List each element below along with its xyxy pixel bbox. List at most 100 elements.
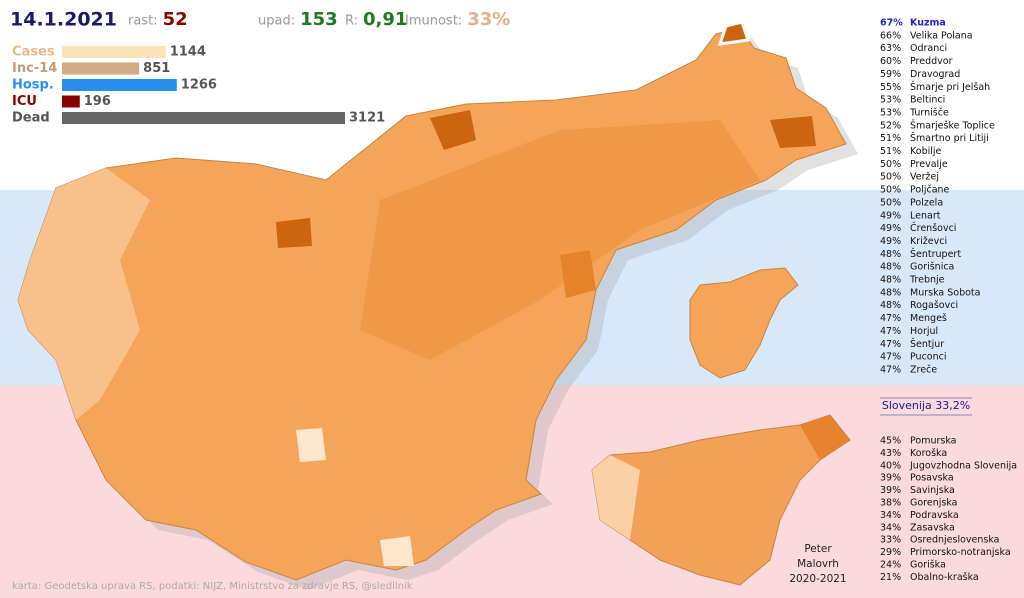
- inset-regions-shape: [591, 414, 851, 586]
- municipality-pct: 47%: [880, 326, 901, 337]
- map-region-east: [360, 120, 760, 360]
- region-name: Osrednjeslovenska: [910, 535, 1000, 546]
- municipality-name: Šmarje pri Jelšah: [910, 81, 990, 93]
- municipality-pct: 52%: [880, 120, 901, 131]
- region-name: Posavska: [910, 473, 954, 484]
- bar: [62, 62, 140, 75]
- municipality-pct: 49%: [880, 210, 901, 221]
- municipality-name: Kuzma: [910, 18, 946, 29]
- bar: [62, 95, 80, 108]
- region-pct: 29%: [880, 547, 901, 558]
- region-pct: 39%: [880, 473, 901, 484]
- inset-regions: [591, 414, 851, 586]
- municipality-pct: 48%: [880, 275, 901, 286]
- municipality-pct: 66%: [880, 30, 901, 41]
- country-total: Slovenija 33,2%: [882, 399, 970, 412]
- region-pct: 21%: [880, 572, 901, 583]
- municipality-name: Velika Polana: [910, 30, 973, 41]
- map-dark: [560, 250, 596, 298]
- region-name: Jugovzhodna Slovenija: [909, 460, 1017, 471]
- municipality-name: Poljčane: [910, 185, 950, 196]
- municipality-name: Puconci: [910, 352, 947, 363]
- region-name: Pomurska: [910, 436, 957, 447]
- municipality-name: Črenšovci: [910, 222, 956, 234]
- map-dark: [430, 110, 476, 150]
- municipality-pct: 63%: [880, 43, 901, 54]
- municipality-name: Gorišnica: [910, 262, 954, 273]
- bar: [62, 79, 177, 91]
- region-name: Gorenjska: [910, 498, 957, 509]
- municipality-name: Trebnje: [909, 275, 945, 286]
- credits: karta: Geodetska uprava RS, podatki: NIJ…: [12, 581, 413, 592]
- municipality-name: Šmartno pri Litiji: [910, 132, 989, 144]
- municipality-name: Odranci: [910, 43, 947, 54]
- bar-value: 1266: [181, 78, 217, 93]
- region-name: Obalno-kraška: [910, 572, 979, 583]
- map-dark: [276, 218, 312, 248]
- bar-value: 196: [84, 94, 111, 109]
- municipality-pct: 47%: [880, 364, 901, 375]
- inset-country-shape: [689, 267, 799, 379]
- map-light: [296, 428, 326, 462]
- region-name: Koroška: [910, 448, 947, 459]
- municipality-name: Šmarješke Toplice: [910, 119, 995, 131]
- municipality-name: Kobilje: [910, 146, 942, 157]
- municipality-name: Beltinci: [910, 95, 945, 106]
- municipality-name: Preddvor: [910, 56, 953, 67]
- region-pct: 43%: [880, 448, 901, 459]
- stat-label: Imunost:: [405, 14, 462, 29]
- map-kuzma: [717, 20, 750, 46]
- bar: [62, 46, 166, 58]
- map-dark: [770, 116, 816, 148]
- bar: [62, 112, 345, 124]
- inset-region-dark: [800, 415, 850, 460]
- municipality-name: Mengeš: [910, 313, 947, 324]
- region-name: Podravska: [910, 510, 959, 521]
- municipality-name: Veržej: [910, 172, 939, 183]
- region-pct: 45%: [880, 436, 901, 447]
- municipality-pct: 48%: [880, 249, 901, 260]
- region-name: Primorsko-notranjska: [910, 547, 1011, 558]
- stat-value: 153: [300, 9, 338, 30]
- inset-country: [689, 267, 799, 379]
- municipality-pct: 59%: [880, 69, 901, 80]
- municipality-name: Prevalje: [910, 159, 948, 170]
- stat-label: R:: [345, 14, 358, 29]
- stat-value: 0,91: [363, 9, 407, 30]
- region-pct: 38%: [880, 498, 901, 509]
- municipality-pct: 51%: [880, 133, 901, 144]
- stat-label: upad:: [258, 14, 295, 29]
- municipality-pct: 53%: [880, 107, 901, 118]
- municipality-pct: 47%: [880, 313, 901, 324]
- bar-label: Dead: [12, 111, 50, 126]
- region-pct: 40%: [880, 460, 901, 471]
- bar-label: ICU: [12, 94, 37, 109]
- bar-value: 1144: [170, 45, 206, 60]
- bar-label: Hosp.: [12, 78, 54, 93]
- region-pct: 34%: [880, 510, 901, 521]
- municipality-pct: 48%: [880, 262, 901, 273]
- municipality-pct: 50%: [880, 185, 901, 196]
- map-light: [380, 536, 414, 566]
- region-name: Savinjska: [910, 485, 955, 496]
- municipality-name: Lenart: [910, 210, 941, 221]
- municipality-pct: 50%: [880, 197, 901, 208]
- municipality-name: Polzela: [910, 197, 943, 208]
- main-map: [17, 20, 858, 590]
- author: 2020-2021: [789, 573, 846, 585]
- municipality-name: Dravograd: [910, 69, 960, 80]
- bar-value: 851: [143, 61, 170, 76]
- stat-value: 33%: [467, 9, 510, 30]
- date: 14.1.2021: [10, 9, 117, 31]
- municipality-name: Murska Sobota: [910, 287, 980, 298]
- municipality-name: Šentjur: [910, 338, 944, 350]
- municipality-pct: 49%: [880, 236, 901, 247]
- municipality-pct: 53%: [880, 95, 901, 106]
- municipality-name: Šentrupert: [910, 248, 961, 260]
- municipality-name: Zreče: [910, 364, 937, 375]
- region-pct: 24%: [880, 560, 901, 571]
- municipality-pct: 49%: [880, 223, 901, 234]
- municipality-name: Horjul: [910, 326, 938, 337]
- bar-label: Cases: [12, 45, 55, 60]
